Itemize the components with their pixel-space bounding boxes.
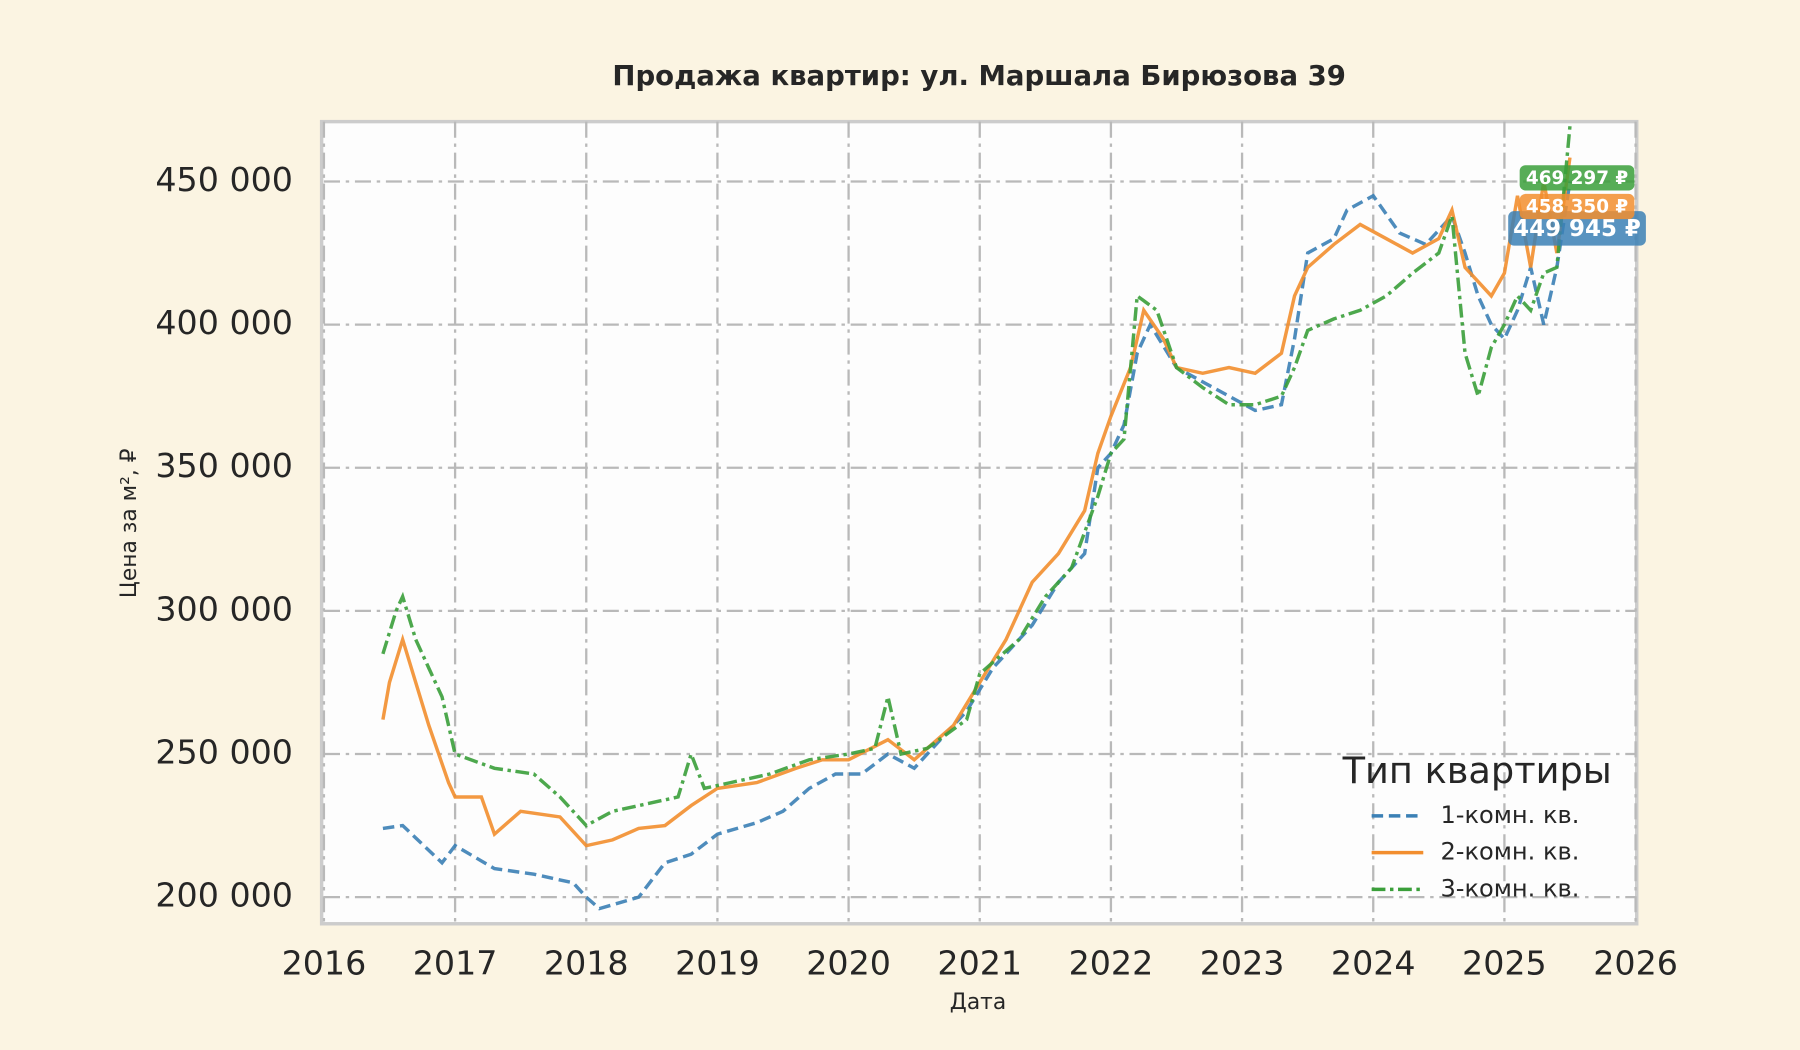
x-tick-label: 2022: [1069, 944, 1154, 983]
series-line: [382, 181, 1572, 911]
y-axis-label: Цена за м², ₽: [117, 448, 142, 598]
value-label-box: [1519, 193, 1635, 220]
chart-title: Продажа квартир: ул. Маршала Бирюзова 39: [612, 60, 1346, 92]
legend-label: 1-комн. кв.: [1440, 801, 1579, 829]
x-tick-label: 2018: [544, 944, 629, 983]
y-tick-label: 450 000: [155, 160, 293, 199]
value-label: 458 350 ₽: [1526, 197, 1628, 218]
x-tick-label: 2023: [1200, 944, 1285, 983]
legend-label: 3-комн. кв.: [1440, 874, 1579, 902]
legend: Тип квартиры 1-комн. кв. 2-комн. кв. 3-комн…: [1342, 749, 1612, 903]
grid: [322, 121, 1637, 924]
y-tick-label: 250 000: [155, 733, 293, 772]
series-line: [381, 126, 1572, 828]
x-tick-label: 2019: [675, 944, 760, 983]
value-label-box: [1519, 165, 1635, 191]
y-tick-label: 350 000: [155, 446, 293, 485]
value-label-box: [1508, 211, 1646, 246]
value-label: 449 945 ₽: [1513, 216, 1641, 242]
x-tick-label: 2025: [1462, 944, 1547, 983]
value-label: 469 297 ₽: [1526, 168, 1628, 189]
x-tick-label: 2017: [413, 944, 498, 983]
y-tick-label: 400 000: [155, 303, 293, 342]
lines: [381, 126, 1572, 911]
y-tick-label: 300 000: [155, 589, 293, 628]
legend-title: Тип квартиры: [1342, 749, 1612, 792]
series-line: [381, 157, 1572, 848]
x-tick-label: 2026: [1593, 944, 1678, 983]
legend-label: 2-комн. кв.: [1440, 838, 1579, 866]
end-labels: 449 945 ₽458 350 ₽ 469 297 ₽: [1508, 165, 1646, 246]
x-tick-label: 2016: [282, 944, 367, 983]
x-tick-label: 2024: [1331, 944, 1416, 983]
x-axis-label: Дата: [950, 990, 1006, 1015]
x-tick-label: 2021: [937, 944, 1022, 983]
y-tick-label: 200 000: [155, 876, 293, 915]
x-tick-label: 2020: [806, 944, 891, 983]
